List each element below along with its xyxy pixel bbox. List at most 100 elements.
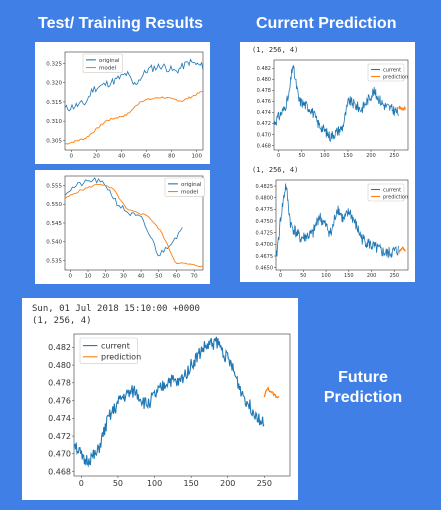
y-tick-label: 0.470	[257, 132, 271, 138]
legend-label: current	[101, 341, 130, 350]
x-tick-label: 0	[277, 153, 280, 159]
x-tick-label: 150	[343, 153, 353, 159]
training-chart-2: 0 10 20 30 40 50 60 70 0.535 0.540 0.545 0.550 0.555…	[46, 175, 205, 280]
series-line-model	[64, 90, 204, 145]
series-line-original	[64, 177, 183, 257]
series-line-current	[73, 336, 265, 468]
future-date-header: Sun, 01 Jul 2018 15:10:00 +0000	[32, 304, 200, 314]
series-line-prediction	[263, 386, 280, 399]
training-panel-1: 0 20 40 60 80 100 0.305 0.310 0.315 0.320 0.325 ori…	[35, 42, 210, 164]
x-tick-label: 100	[321, 273, 331, 279]
x-tick-label: 20	[102, 274, 109, 280]
x-tick-label: 150	[184, 479, 199, 488]
future-heading-line1: Future	[338, 369, 388, 386]
x-tick-label: 100	[147, 479, 162, 488]
x-tick-label: 50	[155, 274, 162, 280]
y-tick-label: 0.476	[257, 99, 271, 105]
x-tick-label: 70	[191, 274, 198, 280]
plot-frame	[275, 179, 409, 271]
x-tick-label: 250	[257, 479, 272, 488]
training-heading: Test/ Training Results	[38, 15, 204, 32]
y-tick-label: 0.468	[48, 467, 71, 476]
y-tick-label: 0.472	[257, 121, 271, 127]
x-tick-label: 200	[220, 479, 235, 488]
current-chart-1: 0 50 100 150 200 250 0.468 0.470 0.472 0.474 0.476…	[257, 59, 409, 159]
y-tick-label: 0.4750	[256, 219, 274, 225]
legend-label: model	[99, 65, 117, 71]
series-line-prediction	[398, 105, 406, 112]
y-tick-label: 0.305	[46, 138, 62, 144]
x-tick-label: 20	[93, 154, 100, 160]
x-tick-label: 50	[300, 273, 306, 279]
x-tick-label: 200	[366, 153, 376, 159]
x-tick-label: 10	[85, 274, 92, 280]
y-tick-label: 0.325	[46, 61, 62, 67]
future-heading: Future Prediction	[318, 368, 408, 408]
x-tick-label: 100	[191, 154, 202, 160]
x-tick-label: 30	[120, 274, 127, 280]
y-tick-label: 0.4725	[256, 230, 274, 236]
y-tick-label: 0.540	[46, 240, 62, 246]
legend-label: current	[383, 187, 401, 193]
series-line-current	[273, 64, 399, 143]
training-chart-1: 0 20 40 60 80 100 0.305 0.310 0.315 0.320 0.325 ori…	[46, 51, 204, 160]
training-panel-2: 0 10 20 30 40 50 60 70 0.535 0.540 0.545 0.550 0.555…	[35, 170, 210, 284]
future-chart: 0 50 100 150 200 250 0.468 0.470 0.472 0.474 0.476…	[48, 333, 291, 488]
x-tick-label: 80	[168, 154, 175, 160]
legend-label: prediction	[101, 353, 141, 362]
y-tick-label: 0.474	[257, 110, 271, 116]
current-top-header: (1, 256, 4)	[252, 46, 299, 54]
y-tick-label: 0.480	[257, 77, 271, 83]
series-line-model	[64, 183, 204, 268]
legend-label: prediction	[383, 194, 408, 200]
x-tick-label: 40	[118, 154, 125, 160]
y-tick-label: 0.470	[48, 450, 71, 459]
legend-label: current	[383, 67, 401, 73]
x-tick-label: 0	[70, 154, 74, 160]
current-chart-2: 0 50 100 150 200 250 0.4650 0.4675 0.4700 0.4725 0…	[256, 179, 409, 279]
y-tick-label: 0.315	[46, 100, 62, 106]
y-tick-label: 0.478	[48, 379, 71, 388]
legend-label: prediction	[383, 74, 408, 80]
current-bottom-header: (1, 256, 4)	[252, 166, 299, 174]
y-tick-label: 0.478	[257, 88, 271, 94]
x-tick-label: 250	[389, 153, 399, 159]
x-tick-label: 60	[173, 274, 180, 280]
y-tick-label: 0.310	[46, 119, 62, 125]
y-tick-label: 0.4800	[256, 195, 274, 201]
y-tick-label: 0.4675	[256, 254, 274, 260]
y-tick-label: 0.4775	[256, 207, 274, 213]
y-tick-label: 0.545	[46, 221, 62, 227]
y-tick-label: 0.476	[48, 396, 71, 405]
current-panel: (1, 256, 4) 0 50 100 150 200 250 0.468 0.470 0.4…	[240, 42, 415, 282]
y-tick-label: 0.4825	[256, 184, 274, 190]
x-tick-label: 150	[344, 273, 354, 279]
legend-label: original	[181, 182, 202, 188]
y-tick-label: 0.4700	[256, 242, 274, 248]
future-shape-header: (1, 256, 4)	[32, 316, 92, 326]
x-tick-label: 40	[138, 274, 145, 280]
future-panel: Sun, 01 Jul 2018 15:10:00 +0000 (1, 256,…	[22, 298, 298, 500]
current-heading: Current Prediction	[256, 15, 397, 32]
x-tick-label: 100	[320, 153, 330, 159]
x-tick-label: 50	[113, 479, 123, 488]
y-tick-label: 0.555	[46, 183, 62, 189]
y-tick-label: 0.468	[257, 143, 271, 149]
series-line-prediction	[398, 246, 406, 255]
y-tick-label: 0.535	[46, 259, 62, 265]
x-tick-label: 250	[390, 273, 400, 279]
x-tick-label: 0	[79, 479, 84, 488]
y-tick-label: 0.480	[48, 361, 71, 370]
x-tick-label: 0	[279, 273, 282, 279]
y-tick-label: 0.482	[257, 66, 271, 72]
plot-frame	[64, 51, 204, 151]
y-tick-label: 0.4650	[256, 265, 274, 271]
x-tick-label: 50	[299, 153, 305, 159]
y-tick-label: 0.320	[46, 81, 62, 87]
y-tick-label: 0.472	[48, 432, 71, 441]
series-line-original	[64, 58, 204, 112]
x-tick-label: 60	[143, 154, 150, 160]
y-tick-label: 0.474	[48, 414, 71, 423]
x-tick-label: 200	[367, 273, 377, 279]
x-tick-label: 0	[69, 274, 73, 280]
